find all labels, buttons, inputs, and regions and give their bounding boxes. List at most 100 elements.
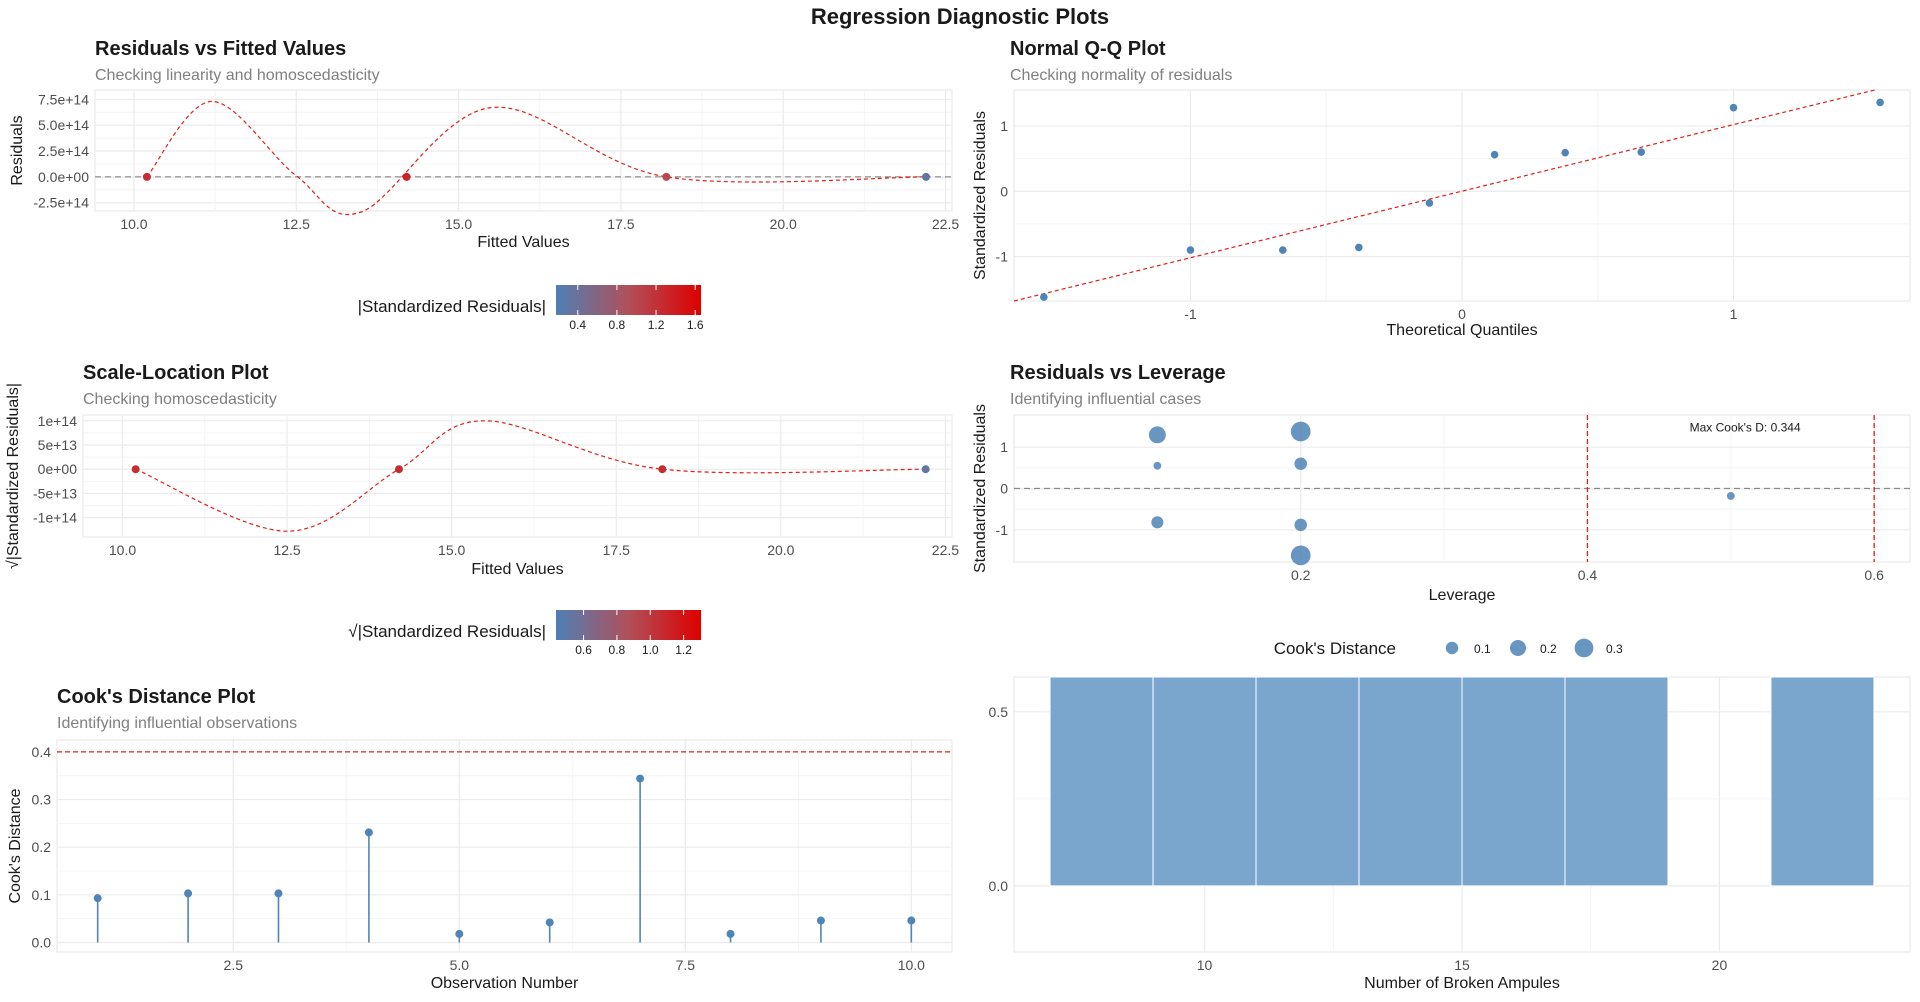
rvf-title: Residuals vs Fitted Values: [95, 38, 347, 60]
qq-x-tick-label: 1: [1730, 306, 1738, 322]
rvf-colorbar-label: 1.6: [687, 318, 704, 332]
hist-x-tick-label: 10: [1197, 957, 1213, 973]
cd-point: [907, 916, 916, 925]
rvl-size-legend-key: [1574, 638, 1594, 658]
sl-subtitle: Checking homoscedasticity: [83, 391, 277, 408]
hist-bar: [1564, 676, 1669, 887]
rvf-y-tick-label: 0.0e+00: [38, 169, 89, 185]
sl-panel: [82, 414, 953, 538]
rvl-y-tick-label: 1: [1000, 439, 1008, 455]
rvf-point: [662, 172, 671, 181]
qq-point: [1279, 246, 1287, 254]
hist-x-axis-label: Number of Broken Ampules: [1364, 975, 1560, 992]
cd-x-tick-label: 2.5: [224, 957, 244, 973]
sl-point: [658, 465, 667, 474]
hist-y-tick-label: 0.0: [989, 878, 1009, 894]
hist-bar: [1358, 676, 1463, 887]
rvf-colorbar-label: 0.4: [569, 318, 586, 332]
sl-colorbar-label: 1.0: [642, 643, 659, 657]
sl-colorbar: [556, 610, 701, 640]
qq-x-axis-label: Theoretical Quantiles: [1386, 322, 1537, 339]
rvl-y-axis-label: Standardized Residuals: [972, 404, 989, 573]
sl-colorbar-label: 1.2: [675, 643, 692, 657]
rvf-y-tick-label: -2.5e+14: [33, 195, 89, 211]
sl-y-axis-label: √|Standardized Residuals|: [5, 383, 22, 569]
hist-bar: [1255, 676, 1360, 887]
rvl-size-legend-title: Cook's Distance: [1274, 639, 1396, 658]
rvf-x-tick-label: 22.5: [932, 216, 959, 232]
qq-point: [1186, 246, 1195, 254]
cd-y-tick-label: 0.1: [32, 887, 52, 903]
cd-point: [93, 894, 102, 903]
qq-point: [1355, 243, 1363, 252]
rvl-size-legend-label: 0.1: [1474, 642, 1491, 656]
cd-point: [726, 929, 735, 938]
rvf-legend-title: |Standardized Residuals|: [358, 297, 546, 316]
sl-colorbar-label: 0.6: [575, 643, 592, 657]
rvf-y-axis-label: Residuals: [9, 115, 26, 185]
rvl-x-axis-label: Leverage: [1429, 587, 1496, 604]
qq-subtitle: Checking normality of residuals: [1010, 67, 1233, 84]
hist-y-tick-label: 0.5: [989, 704, 1009, 720]
main-title: Regression Diagnostic Plots: [810, 4, 1110, 29]
rvf-y-tick-label: 5.0e+14: [38, 117, 89, 133]
rvl-title: Residuals vs Leverage: [1010, 362, 1226, 384]
qq-x-tick-label: 0: [1458, 306, 1466, 322]
rvl-size-legend-label: 0.2: [1540, 642, 1557, 656]
sl-y-tick-label: -1e+14: [33, 510, 77, 526]
qq-point: [1425, 199, 1434, 207]
sl-x-tick-label: 15.0: [438, 542, 465, 558]
rvf-x-axis-label: Fitted Values: [477, 234, 569, 251]
qq-point: [1040, 293, 1048, 301]
qq-point: [1490, 150, 1499, 159]
rvl-size-legend-label: 0.3: [1606, 642, 1623, 656]
rvl-size-legend-key: [1509, 639, 1527, 657]
rvf-point: [922, 172, 931, 181]
rvf-y-tick-label: 2.5e+14: [38, 143, 89, 159]
sl-point: [131, 465, 140, 474]
rvl-point: [1148, 426, 1166, 444]
qq-reference-line: [1013, 89, 1875, 302]
cd-x-axis-label: Observation Number: [431, 975, 579, 992]
hist-bar: [1152, 676, 1257, 887]
cd-y-tick-label: 0.3: [32, 792, 52, 808]
cd-title: Cook's Distance Plot: [57, 686, 256, 708]
rvl-size-legend-key: [1445, 641, 1459, 655]
cd-y-tick-label: 0.0: [32, 934, 52, 950]
hist-x-tick-label: 20: [1712, 957, 1728, 973]
rvl-x-tick-label: 0.2: [1291, 567, 1311, 583]
cd-y-tick-label: 0.2: [32, 839, 52, 855]
rvf-x-tick-label: 20.0: [770, 216, 797, 232]
hist-bar: [1049, 676, 1154, 887]
sl-x-tick-label: 10.0: [109, 542, 136, 558]
qq-point: [1876, 98, 1884, 107]
sl-x-tick-label: 17.5: [603, 542, 630, 558]
rvf-colorbar: [556, 285, 701, 315]
cd-point: [455, 929, 464, 938]
rvl-point: [1290, 545, 1311, 566]
rvl-x-tick-label: 0.4: [1578, 567, 1598, 583]
hist-x-tick-label: 15: [1454, 957, 1470, 973]
rvl-point: [1294, 457, 1307, 470]
cd-point: [364, 828, 373, 837]
sl-point: [921, 465, 930, 474]
cd-x-tick-label: 5.0: [450, 957, 470, 973]
qq-point: [1729, 103, 1738, 112]
sl-y-tick-label: 5e+13: [38, 437, 78, 453]
rvf-point: [142, 172, 151, 181]
rvl-point: [1294, 518, 1307, 532]
cd-x-tick-label: 10.0: [898, 957, 925, 973]
qq-title: Normal Q-Q Plot: [1010, 38, 1166, 60]
qq-point: [1637, 148, 1645, 156]
rvf-x-tick-label: 17.5: [607, 216, 634, 232]
sl-y-tick-label: 0e+00: [38, 461, 78, 477]
sl-y-tick-label: 1e+14: [38, 413, 78, 429]
cd-x-tick-label: 7.5: [676, 957, 696, 973]
cd-y-tick-label: 0.4: [32, 744, 52, 760]
hist-bar: [1770, 676, 1875, 887]
sl-x-tick-label: 20.0: [767, 542, 794, 558]
cd-point: [184, 889, 193, 898]
rvl-x-tick-label: 0.6: [1864, 567, 1884, 583]
sl-x-tick-label: 22.5: [932, 542, 959, 558]
